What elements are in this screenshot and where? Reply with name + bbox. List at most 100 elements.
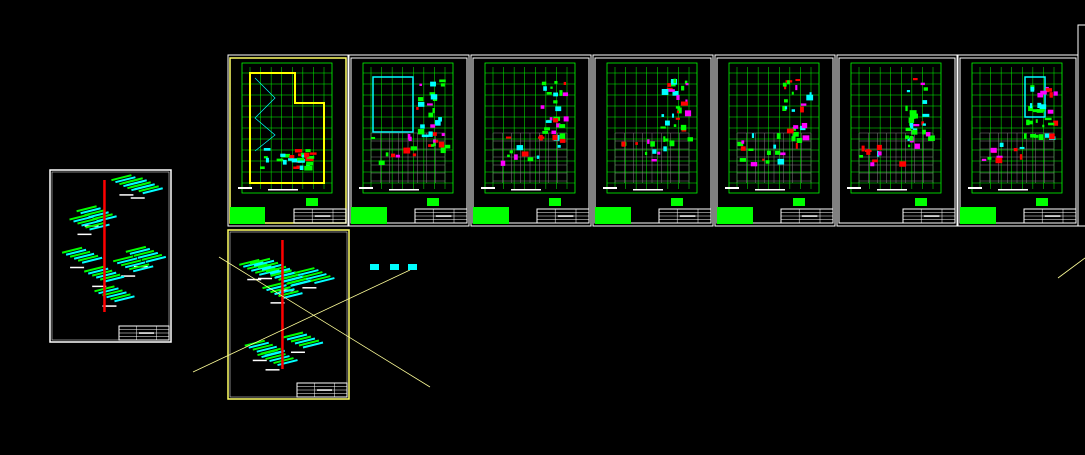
pipe-run	[277, 359, 298, 367]
sheet-outer-frame	[470, 54, 592, 227]
pipe-label	[77, 233, 92, 236]
pipe-run	[282, 331, 304, 339]
pipe-run	[257, 261, 279, 269]
pipe-run	[282, 292, 303, 300]
detail-symbol	[390, 264, 399, 270]
pipe-run	[252, 343, 274, 351]
pipe-run	[248, 341, 270, 349]
pipe-run	[80, 207, 101, 215]
pipe-run	[142, 187, 163, 195]
sheet-inner-frame	[350, 57, 468, 224]
pipe-run	[124, 261, 146, 269]
pipe-label	[302, 287, 317, 289]
pipe-run	[65, 248, 87, 256]
construction-lines	[192, 256, 1085, 388]
building-plan	[728, 62, 820, 194]
pipe-run	[127, 182, 148, 190]
building-plan	[606, 62, 698, 194]
notes-block	[915, 198, 927, 206]
pipe-run	[129, 247, 151, 255]
pipe-label	[130, 197, 145, 199]
detail-symbol	[370, 264, 379, 270]
floor-plan-sheet-4	[592, 54, 714, 227]
legend-text	[603, 187, 617, 189]
building-plan	[484, 62, 576, 194]
pipe-run	[91, 269, 113, 277]
sheet-frame	[49, 169, 172, 343]
pipe-run	[298, 339, 320, 347]
pipe-run	[294, 337, 316, 345]
building-plan	[362, 62, 454, 194]
pipe-run	[89, 223, 110, 231]
pipe-run	[256, 345, 278, 353]
pipe-run	[262, 282, 283, 290]
sheet-outer-frame	[714, 54, 836, 227]
pipe-run	[61, 246, 83, 254]
sheet-inner-frame	[51, 171, 170, 341]
pipe-run	[77, 217, 98, 225]
sheet-inner-frame	[959, 57, 1077, 224]
pipe-run	[81, 256, 103, 264]
stamp-block	[473, 207, 509, 224]
pipe-run	[76, 205, 97, 213]
isometric-sheet-left	[49, 169, 172, 343]
building-plan	[241, 62, 333, 194]
roof-slope	[254, 77, 276, 152]
pipe-run	[298, 269, 319, 277]
sheet-inner-frame	[594, 57, 712, 224]
notes-block	[793, 198, 805, 206]
pipe-run	[112, 255, 134, 263]
legend-text	[725, 187, 739, 189]
pipe-run	[302, 271, 323, 279]
legend-text	[968, 187, 982, 189]
pipe-run	[243, 260, 264, 268]
floor-plan-sheet-5	[714, 54, 836, 227]
stamp-block	[595, 207, 631, 224]
pipe-run	[141, 253, 163, 261]
stamp-block	[717, 207, 753, 224]
pipe-run	[269, 355, 290, 363]
pipe-run	[106, 291, 127, 299]
stamp-block	[960, 207, 996, 224]
pipe-run	[83, 265, 105, 273]
pipe-run	[261, 351, 282, 359]
sheet-inner-frame	[472, 57, 590, 224]
detail-symbol	[408, 264, 417, 270]
plan-title	[268, 189, 298, 191]
pipe-run	[138, 185, 159, 193]
pipe-run	[73, 252, 95, 260]
pipe-run	[257, 349, 278, 357]
sheet-outer-frame	[227, 54, 349, 227]
pipe-label	[121, 275, 136, 277]
pipe-run	[69, 250, 91, 258]
pipe-run	[81, 219, 102, 227]
legend-text	[359, 187, 373, 189]
pipe-run	[290, 335, 312, 343]
pipe-run	[261, 263, 283, 271]
pipe-run	[310, 275, 331, 283]
pipe-run	[119, 178, 140, 186]
plan-title	[998, 189, 1028, 191]
legend-text	[238, 187, 252, 189]
drawing-sheets	[49, 24, 1085, 400]
pipe-label	[252, 359, 267, 362]
pipe-run	[283, 275, 304, 283]
building-plan	[850, 62, 942, 194]
sheet-inner-frame	[229, 57, 347, 224]
pipe-label	[102, 305, 117, 307]
isometric-sheet-bottom	[227, 229, 350, 400]
pipe-run	[275, 271, 296, 279]
pipe-run	[69, 213, 90, 221]
pipe-label	[247, 278, 262, 281]
core-area	[1024, 76, 1046, 118]
stamp-block	[230, 207, 265, 224]
sheet-outer-frame	[836, 54, 958, 227]
pipe-run	[73, 215, 94, 223]
pipe-run	[132, 265, 154, 273]
pipe-run	[103, 275, 125, 283]
notes-block	[549, 198, 561, 206]
sheet-inner-frame	[838, 57, 956, 224]
floor-plan-sheet-7	[957, 54, 1079, 227]
